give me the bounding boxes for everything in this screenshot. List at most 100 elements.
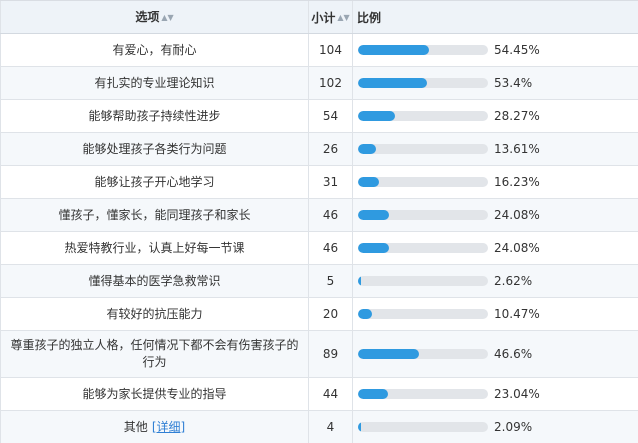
progress-bar-fill bbox=[358, 389, 388, 399]
percent-value: 13.61% bbox=[494, 142, 540, 156]
progress-bar-track bbox=[358, 349, 488, 359]
option-text: 其他 bbox=[123, 419, 148, 434]
percent-value: 2.09% bbox=[494, 420, 533, 434]
ratio-cell: 13.61% bbox=[353, 133, 638, 165]
percent-value: 28.27% bbox=[494, 109, 540, 123]
count-value: 26 bbox=[322, 142, 339, 156]
option-header-label: 选项 bbox=[135, 9, 160, 24]
progress-bar-fill bbox=[358, 144, 376, 154]
table-body: 有爱心，有耐心 104 54.45% 有扎实的专业理论知识 102 53.4% 能够帮助孩子… bbox=[0, 34, 638, 443]
option-text: 懂得基本的医学急救常识 bbox=[88, 273, 221, 288]
option-text: 能够帮助孩子持续性进步 bbox=[88, 108, 221, 123]
progress-bar-fill bbox=[358, 111, 395, 121]
ratio-cell: 24.08% bbox=[353, 232, 638, 264]
option-column-header[interactable]: 选项 ▲▼ bbox=[0, 1, 309, 33]
percent-value: 24.08% bbox=[494, 208, 540, 222]
count-value: 44 bbox=[322, 387, 339, 401]
percent-value: 2.62% bbox=[494, 274, 533, 288]
progress-bar-track bbox=[358, 144, 488, 154]
count-cell: 46 bbox=[309, 199, 353, 231]
count-value: 20 bbox=[322, 307, 339, 321]
percent-value: 53.4% bbox=[494, 76, 533, 90]
ratio-cell: 24.08% bbox=[353, 199, 638, 231]
progress-bar-track bbox=[358, 389, 488, 399]
option-cell: 能够处理孩子各类行为问题 bbox=[0, 133, 309, 165]
count-value: 5 bbox=[326, 274, 335, 288]
progress-bar-track bbox=[358, 45, 488, 55]
option-cell: 有扎实的专业理论知识 bbox=[0, 67, 309, 99]
detail-link[interactable]: 详细 bbox=[156, 419, 181, 434]
option-cell: 尊重孩子的独立人格，任何情况下都不会有伤害孩子的行为 bbox=[0, 331, 309, 377]
table-row: 能够让孩子开心地学习 31 16.23% bbox=[0, 166, 638, 199]
table-row: 懂得基本的医学急救常识 5 2.62% bbox=[0, 265, 638, 298]
ratio-cell: 2.09% bbox=[353, 411, 638, 443]
progress-bar-fill bbox=[358, 78, 428, 88]
table-row: 能够为家长提供专业的指导 44 23.04% bbox=[0, 378, 638, 411]
table-row: 懂孩子，懂家长，能同理孩子和家长 46 24.08% bbox=[0, 199, 638, 232]
ratio-cell: 16.23% bbox=[353, 166, 638, 198]
count-cell: 26 bbox=[309, 133, 353, 165]
option-text: 能够让孩子开心地学习 bbox=[94, 174, 215, 189]
progress-bar-track bbox=[358, 78, 488, 88]
ratio-cell: 46.6% bbox=[353, 331, 638, 377]
ratio-cell: 23.04% bbox=[353, 378, 638, 410]
ratio-cell: 2.62% bbox=[353, 265, 638, 297]
progress-bar-track bbox=[358, 111, 488, 121]
table-row: 有扎实的专业理论知识 102 53.4% bbox=[0, 67, 638, 100]
table-row: 其他[详细] 4 2.09% bbox=[0, 411, 638, 443]
percent-value: 10.47% bbox=[494, 307, 540, 321]
count-cell: 104 bbox=[309, 34, 353, 66]
progress-bar-fill bbox=[358, 309, 372, 319]
option-cell: 能够帮助孩子持续性进步 bbox=[0, 100, 309, 132]
table-row: 有较好的抗压能力 20 10.47% bbox=[0, 298, 638, 331]
progress-bar-track bbox=[358, 422, 488, 432]
option-cell: 热爱特教行业，认真上好每一节课 bbox=[0, 232, 309, 264]
progress-bar-track bbox=[358, 243, 488, 253]
count-cell: 31 bbox=[309, 166, 353, 198]
sort-icon[interactable]: ▲▼ bbox=[161, 12, 174, 22]
count-value: 31 bbox=[322, 175, 339, 189]
option-cell: 懂孩子，懂家长，能同理孩子和家长 bbox=[0, 199, 309, 231]
progress-bar-fill bbox=[358, 276, 362, 286]
count-cell: 5 bbox=[309, 265, 353, 297]
option-text: 懂孩子，懂家长，能同理孩子和家长 bbox=[58, 207, 251, 222]
count-cell: 4 bbox=[309, 411, 353, 443]
option-cell: 懂得基本的医学急救常识 bbox=[0, 265, 309, 297]
option-text: 有爱心，有耐心 bbox=[112, 42, 197, 57]
progress-bar-track bbox=[358, 276, 488, 286]
count-cell: 102 bbox=[309, 67, 353, 99]
count-cell: 44 bbox=[309, 378, 353, 410]
table-row: 尊重孩子的独立人格，任何情况下都不会有伤害孩子的行为 89 46.6% bbox=[0, 331, 638, 378]
count-value: 102 bbox=[319, 76, 342, 90]
option-text: 能够为家长提供专业的指导 bbox=[82, 386, 227, 401]
progress-bar-fill bbox=[358, 45, 429, 55]
percent-value: 16.23% bbox=[494, 175, 540, 189]
option-text: 有扎实的专业理论知识 bbox=[94, 75, 215, 90]
option-text: 能够处理孩子各类行为问题 bbox=[82, 141, 227, 156]
detail-bracket-open: [ bbox=[151, 419, 157, 434]
count-value: 104 bbox=[319, 43, 342, 57]
ratio-column-header: 比例 bbox=[353, 1, 638, 33]
progress-bar-fill bbox=[358, 243, 390, 253]
count-value: 54 bbox=[322, 109, 339, 123]
percent-value: 54.45% bbox=[494, 43, 540, 57]
count-cell: 46 bbox=[309, 232, 353, 264]
ratio-cell: 53.4% bbox=[353, 67, 638, 99]
ratio-cell: 54.45% bbox=[353, 34, 638, 66]
count-column-header[interactable]: 小计 ▲▼ bbox=[309, 1, 353, 33]
count-cell: 54 bbox=[309, 100, 353, 132]
progress-bar-fill bbox=[358, 210, 390, 220]
option-text: 热爱特教行业，认真上好每一节课 bbox=[64, 240, 245, 255]
percent-value: 24.08% bbox=[494, 241, 540, 255]
option-text: 尊重孩子的独立人格，任何情况下都不会有伤害孩子的行为 bbox=[10, 338, 299, 369]
option-cell: 有爱心，有耐心 bbox=[0, 34, 309, 66]
table-row: 能够处理孩子各类行为问题 26 13.61% bbox=[0, 133, 638, 166]
option-cell: 能够为家长提供专业的指导 bbox=[0, 378, 309, 410]
count-value: 89 bbox=[322, 347, 339, 361]
sort-icon[interactable]: ▲▼ bbox=[337, 12, 350, 22]
progress-bar-fill bbox=[358, 422, 362, 432]
ratio-header-label: 比例 bbox=[357, 10, 382, 25]
percent-value: 23.04% bbox=[494, 387, 540, 401]
percent-value: 46.6% bbox=[494, 347, 533, 361]
